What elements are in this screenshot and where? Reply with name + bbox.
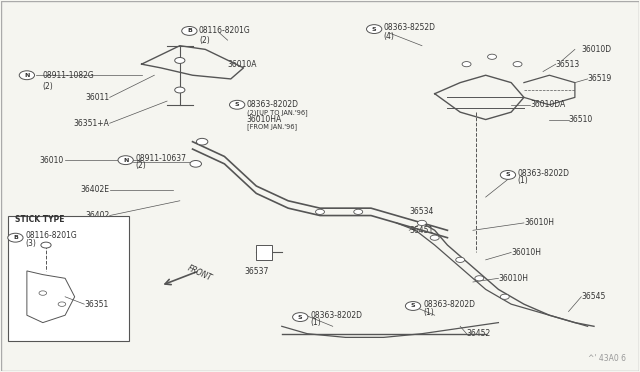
Text: B: B bbox=[187, 28, 192, 33]
Text: 08911-10637: 08911-10637 bbox=[135, 154, 186, 163]
Text: FRONT: FRONT bbox=[186, 263, 214, 282]
Circle shape bbox=[316, 209, 324, 214]
Text: (2): (2) bbox=[43, 82, 54, 91]
Circle shape bbox=[118, 156, 133, 164]
Text: 36537: 36537 bbox=[244, 267, 268, 276]
Circle shape bbox=[58, 302, 66, 307]
Circle shape bbox=[196, 138, 208, 145]
Text: 36402E: 36402E bbox=[81, 185, 109, 194]
Text: 08363-8252D: 08363-8252D bbox=[384, 23, 436, 32]
Text: N: N bbox=[123, 158, 129, 163]
Text: 08363-8202D: 08363-8202D bbox=[518, 169, 570, 177]
Text: [FROM JAN.'96]: [FROM JAN.'96] bbox=[246, 124, 297, 130]
Text: S: S bbox=[411, 304, 415, 308]
Text: 36534: 36534 bbox=[409, 207, 433, 217]
Circle shape bbox=[354, 209, 363, 214]
Text: 36545: 36545 bbox=[581, 292, 605, 301]
Text: 08363-8202D: 08363-8202D bbox=[310, 311, 362, 320]
Text: 36451: 36451 bbox=[409, 226, 433, 235]
Text: S: S bbox=[298, 315, 303, 320]
Text: 08911-1082G: 08911-1082G bbox=[43, 71, 95, 80]
Text: 36351: 36351 bbox=[84, 300, 108, 309]
Text: 36010D: 36010D bbox=[581, 45, 611, 54]
Text: (4): (4) bbox=[384, 32, 395, 41]
Circle shape bbox=[513, 62, 522, 67]
Text: B: B bbox=[13, 235, 18, 240]
Circle shape bbox=[405, 302, 420, 310]
Text: (1): (1) bbox=[518, 176, 528, 185]
Text: 36452: 36452 bbox=[467, 329, 491, 338]
Circle shape bbox=[488, 54, 497, 60]
Text: (1): (1) bbox=[423, 308, 434, 317]
Circle shape bbox=[190, 161, 202, 167]
Circle shape bbox=[230, 100, 245, 109]
Text: 36011: 36011 bbox=[86, 93, 109, 102]
Text: N: N bbox=[24, 73, 29, 78]
Circle shape bbox=[462, 62, 471, 67]
Text: 36010DA: 36010DA bbox=[531, 100, 566, 109]
Circle shape bbox=[417, 220, 426, 225]
Text: 36519: 36519 bbox=[588, 74, 612, 83]
Text: 36010: 36010 bbox=[40, 155, 64, 165]
Text: 36010HA: 36010HA bbox=[246, 115, 282, 124]
Circle shape bbox=[182, 26, 197, 35]
Circle shape bbox=[175, 87, 185, 93]
Text: S: S bbox=[372, 26, 376, 32]
Text: 36513: 36513 bbox=[556, 60, 580, 69]
Bar bbox=[256, 245, 272, 260]
Circle shape bbox=[292, 312, 308, 321]
Text: ^' 43A0 6: ^' 43A0 6 bbox=[588, 354, 626, 363]
Text: (2)[UP TO JAN.'96]: (2)[UP TO JAN.'96] bbox=[246, 109, 307, 116]
Circle shape bbox=[367, 25, 382, 33]
Circle shape bbox=[475, 276, 484, 281]
Text: S: S bbox=[235, 102, 239, 107]
Circle shape bbox=[175, 58, 185, 63]
Circle shape bbox=[500, 294, 509, 299]
Text: (2): (2) bbox=[199, 36, 210, 45]
Circle shape bbox=[430, 235, 439, 240]
Text: 08116-8201G: 08116-8201G bbox=[199, 26, 251, 35]
Text: S: S bbox=[506, 173, 510, 177]
Circle shape bbox=[500, 170, 516, 179]
Bar bbox=[8, 215, 129, 341]
Text: 36351+A: 36351+A bbox=[74, 119, 109, 128]
Polygon shape bbox=[27, 271, 75, 323]
Text: 08116-8201G: 08116-8201G bbox=[26, 231, 77, 240]
Circle shape bbox=[39, 291, 47, 295]
Text: STICK TYPE: STICK TYPE bbox=[15, 215, 65, 224]
Circle shape bbox=[456, 257, 465, 262]
Circle shape bbox=[19, 71, 35, 80]
Text: 08363-8202D: 08363-8202D bbox=[423, 300, 476, 310]
Text: 36010H: 36010H bbox=[511, 248, 541, 257]
Circle shape bbox=[8, 233, 23, 242]
Text: 36402: 36402 bbox=[86, 211, 109, 220]
Text: 36010H: 36010H bbox=[524, 218, 554, 227]
Circle shape bbox=[41, 242, 51, 248]
Text: 36010H: 36010H bbox=[499, 274, 529, 283]
Text: (3): (3) bbox=[26, 239, 36, 248]
Text: 36010A: 36010A bbox=[228, 60, 257, 69]
Text: 36510: 36510 bbox=[568, 115, 593, 124]
Text: (1): (1) bbox=[310, 318, 321, 327]
Text: 08363-8202D: 08363-8202D bbox=[246, 100, 299, 109]
Text: (2): (2) bbox=[135, 161, 146, 170]
